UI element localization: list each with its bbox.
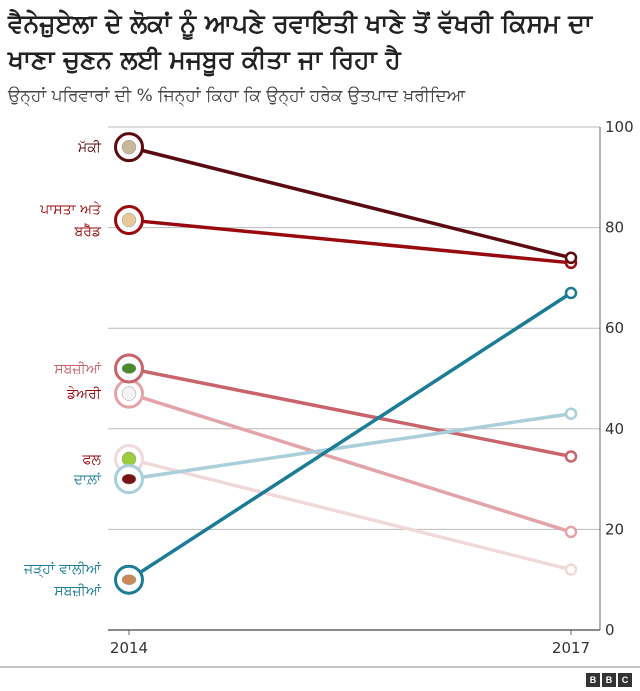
y-tick-label: 20	[605, 520, 624, 538]
chart-subtitle: ਉਨ੍ਹਾਂ ਪਰਿਵਾਰਾਂ ਦੀ % ਜਿਨ੍ਹਾਂ ਕਿਹਾ ਕਿ ਉਨ੍…	[8, 86, 466, 106]
series-line	[128, 218, 572, 265]
series-label: ਪਾਸਤਾ ਅਤੇ	[39, 202, 102, 218]
bean-icon	[121, 473, 137, 485]
series-label: ਡੇਅਰੀ	[66, 387, 102, 403]
potato-icon	[121, 574, 137, 585]
end-point	[564, 407, 578, 420]
series-label: ਸਬਜ਼ੀਆਂ	[53, 361, 101, 377]
series-label: ਫਲ	[81, 452, 101, 468]
milk-icon	[121, 386, 137, 401]
x-tick-label: 2017	[552, 639, 590, 657]
series-label: ਸਬਜ਼ੀਆਂ	[53, 584, 101, 600]
y-tick-label: 100	[605, 118, 634, 136]
series-line	[128, 366, 572, 459]
y-tick-label: 40	[605, 420, 624, 438]
series-label: ਦਾਲ਼ਾਂ	[73, 472, 102, 488]
series-line	[128, 411, 572, 481]
apple-icon	[121, 451, 137, 467]
green-bean-icon	[121, 363, 137, 374]
series-label: ਜੜ੍ਹਾਂ ਵਾਲੀਆਂ	[23, 562, 102, 579]
end-point	[564, 251, 578, 265]
end-point	[564, 563, 578, 576]
corn-flour-icon	[121, 139, 137, 155]
end-point	[564, 286, 578, 300]
series-label: ਬਰੈੱਡ	[73, 223, 101, 240]
bread-icon	[121, 212, 137, 228]
series-line	[128, 457, 572, 572]
y-tick-label: 60	[605, 319, 624, 337]
end-point	[564, 450, 578, 463]
series-line	[128, 145, 572, 260]
y-tick-label: 80	[605, 219, 624, 237]
series-label: ਮੱਕੀ	[77, 140, 102, 156]
x-tick-label: 2014	[110, 639, 148, 657]
end-point	[564, 525, 578, 539]
series-line	[128, 291, 572, 582]
chart-title: ਵੈਨੇਜ਼ੁਏਲਾ ਦੇ ਲੋਕਾਂ ਨੂੰ ਆਪਣੇ ਰਵਾਇਤੀ ਖਾਣੇ…	[8, 9, 592, 74]
y-tick-label: 0	[605, 621, 615, 639]
series-line	[128, 391, 572, 534]
